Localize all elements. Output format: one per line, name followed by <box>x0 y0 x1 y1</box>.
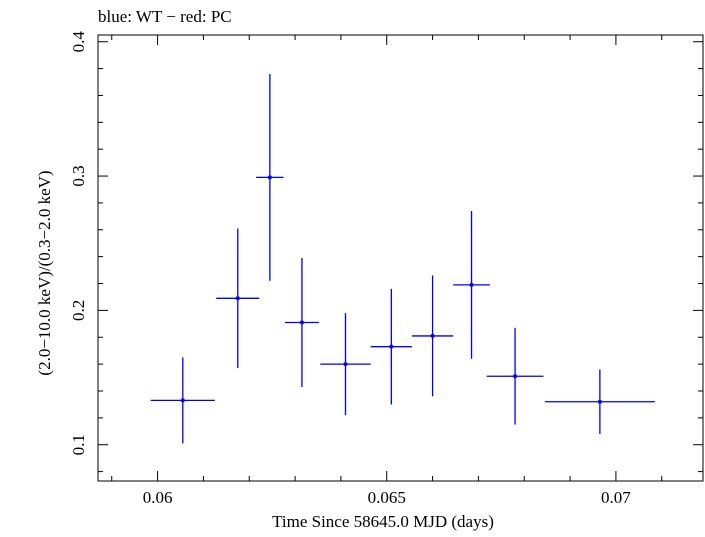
data-point <box>597 399 602 404</box>
x-tick-label: 0.07 <box>601 488 631 507</box>
data-point <box>180 398 185 403</box>
data-point <box>267 175 272 180</box>
chart-title: blue: WT − red: PC <box>98 7 232 26</box>
data-point <box>235 296 240 301</box>
data-layer <box>150 73 655 444</box>
axes-layer: 0.06 0.065 0.07 0.1 0.2 0.3 0.4 <box>69 31 703 507</box>
x-tick-label: 0.065 <box>368 488 406 507</box>
data-point <box>389 344 394 349</box>
y-tick-label: 0.4 <box>69 31 88 53</box>
y-tick-label: 0.1 <box>69 434 88 455</box>
plot-frame <box>97 34 704 482</box>
x-axis-label: Time Since 58645.0 MJD (days) <box>272 512 494 531</box>
data-point <box>343 362 348 367</box>
data-point <box>430 333 435 338</box>
x-tick-label: 0.06 <box>143 488 173 507</box>
data-point <box>469 282 474 287</box>
data-point <box>299 320 304 325</box>
y-tick-label: 0.2 <box>69 300 88 321</box>
y-axis-label: (2.0−10.0 keV)/(0.3−2.0 keV) <box>35 170 54 375</box>
data-point <box>513 374 518 379</box>
y-tick-label: 0.3 <box>69 165 88 186</box>
